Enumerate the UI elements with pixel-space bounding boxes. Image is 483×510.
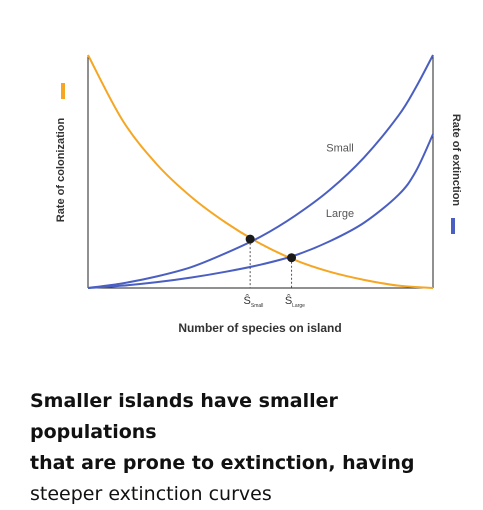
- y-axis-label-colonization: Rate of colonization: [55, 117, 67, 222]
- x-axis-label: Number of species on island: [178, 321, 341, 335]
- caption-line-3: steeper extinction curves: [30, 483, 272, 505]
- x-tick-sub-large: Large: [292, 303, 305, 309]
- colonization-legend-swatch: [61, 83, 65, 99]
- series-line-colonization: [87, 54, 434, 289]
- equilibrium-point: [287, 253, 297, 263]
- caption: Smaller islands have smaller populations…: [30, 386, 470, 510]
- series-line-large: [87, 133, 434, 289]
- x-tick-label-small: Ŝ: [243, 294, 250, 307]
- x-tick-sub-small: Small: [251, 303, 264, 309]
- series-label-large: Large: [326, 208, 354, 220]
- extinction-legend-swatch: [451, 218, 455, 234]
- caption-line-2: that are prone to extinction, having: [30, 452, 415, 474]
- equilibrium-point: [245, 234, 255, 244]
- x-tick-label-large: Ŝ: [285, 294, 292, 307]
- y-axis-label-extinction: Rate of extinction: [450, 114, 462, 207]
- caption-line-1: Smaller islands have smaller populations: [30, 390, 338, 443]
- series-line-small: [87, 54, 434, 289]
- series-label-small: Small: [326, 143, 354, 155]
